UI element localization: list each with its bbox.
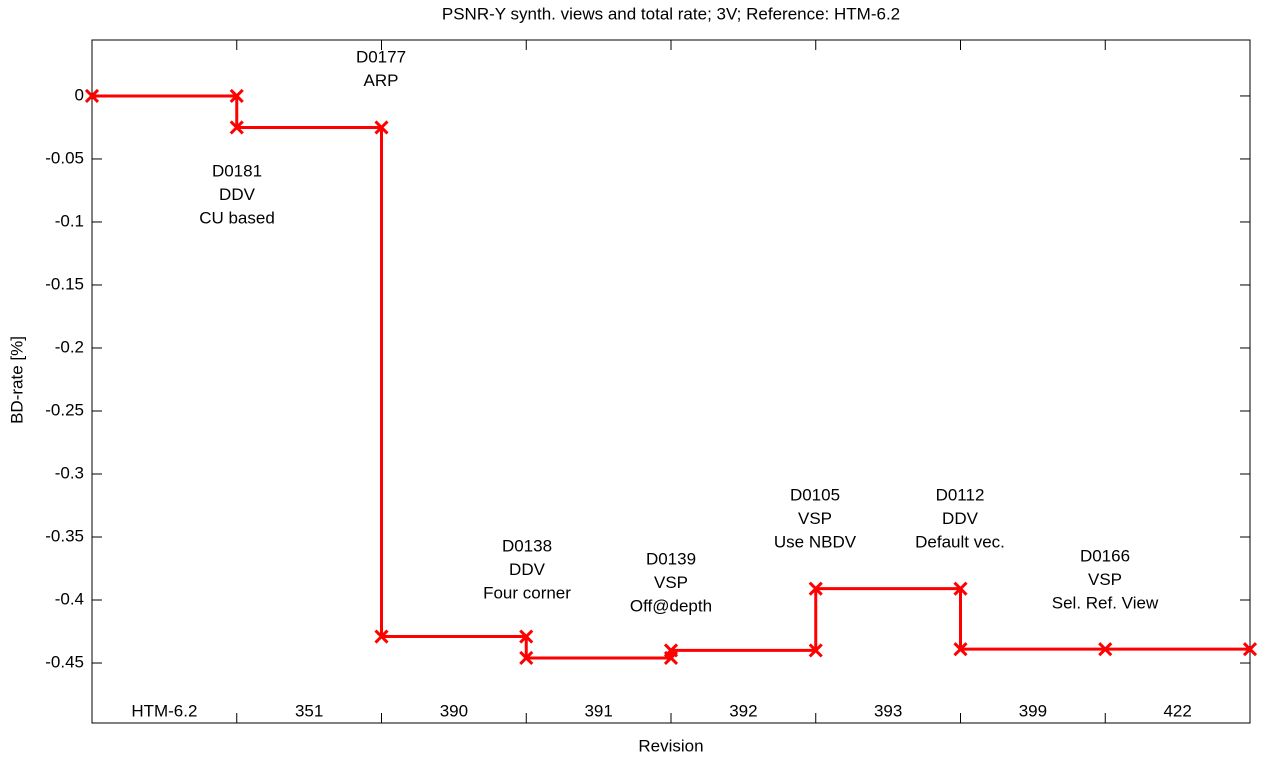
y-tick-label: -0.3 <box>55 463 84 482</box>
point-marker <box>519 629 534 644</box>
point-marker <box>84 88 100 104</box>
revision-label: 422 <box>1163 701 1191 720</box>
annotation: ARP <box>364 71 399 90</box>
annotation: Sel. Ref. View <box>1052 593 1159 612</box>
annotation: VSP <box>654 573 688 592</box>
y-tick-label: -0.1 <box>55 211 84 230</box>
y-tick-label: -0.35 <box>45 526 84 545</box>
annotation: VSP <box>1088 570 1122 589</box>
y-tick-label: -0.4 <box>55 589 84 608</box>
point-marker <box>229 88 244 104</box>
annotation: D0166 <box>1080 546 1130 565</box>
annotation: DDV <box>509 560 546 579</box>
annotation: D0139 <box>646 549 696 568</box>
point-marker <box>229 120 244 135</box>
point-marker <box>953 581 968 596</box>
annotation: D0105 <box>790 485 840 504</box>
point-marker <box>519 650 534 666</box>
annotation: D0181 <box>212 161 262 180</box>
y-tick-label: -0.15 <box>45 274 84 293</box>
revision-label: 393 <box>874 701 902 720</box>
point-marker <box>808 581 823 596</box>
point-marker <box>663 643 679 658</box>
annotation: D0177 <box>356 47 406 66</box>
point-marker <box>1242 642 1258 657</box>
y-tick-label: -0.25 <box>45 400 84 419</box>
annotation: Default vec. <box>915 532 1005 551</box>
annotation: Off@depth <box>630 596 712 615</box>
point-marker <box>374 629 389 644</box>
revision-label: 399 <box>1019 701 1047 720</box>
annotation: CU based <box>199 208 275 227</box>
plot-frame <box>91 39 1251 724</box>
revision-label: 351 <box>295 701 323 720</box>
y-tick-label: 0 <box>75 85 84 104</box>
annotation: Use NBDV <box>774 532 857 551</box>
revision-label: HTM-6.2 <box>131 701 197 720</box>
y-tick-label: -0.2 <box>55 337 84 356</box>
annotation: VSP <box>798 509 832 528</box>
annotation: DDV <box>219 185 256 204</box>
revision-label: 390 <box>440 701 468 720</box>
y-tick-label: -0.45 <box>45 653 84 672</box>
point-marker <box>808 643 823 658</box>
revision-label: 391 <box>584 701 612 720</box>
point-marker <box>374 120 389 135</box>
annotation: Four corner <box>483 583 571 602</box>
annotation: DDV <box>942 509 979 528</box>
annotation: D0138 <box>502 536 552 555</box>
point-marker <box>1098 642 1113 657</box>
point-marker <box>953 642 968 657</box>
x-axis-label: Revision <box>638 736 703 755</box>
annotation: D0112 <box>936 485 985 504</box>
chart-title: PSNR-Y synth. views and total rate; 3V; … <box>442 4 900 23</box>
y-tick-label: -0.05 <box>45 148 84 167</box>
revision-label: 392 <box>729 701 757 720</box>
y-axis-label: BD-rate [%] <box>7 336 26 424</box>
